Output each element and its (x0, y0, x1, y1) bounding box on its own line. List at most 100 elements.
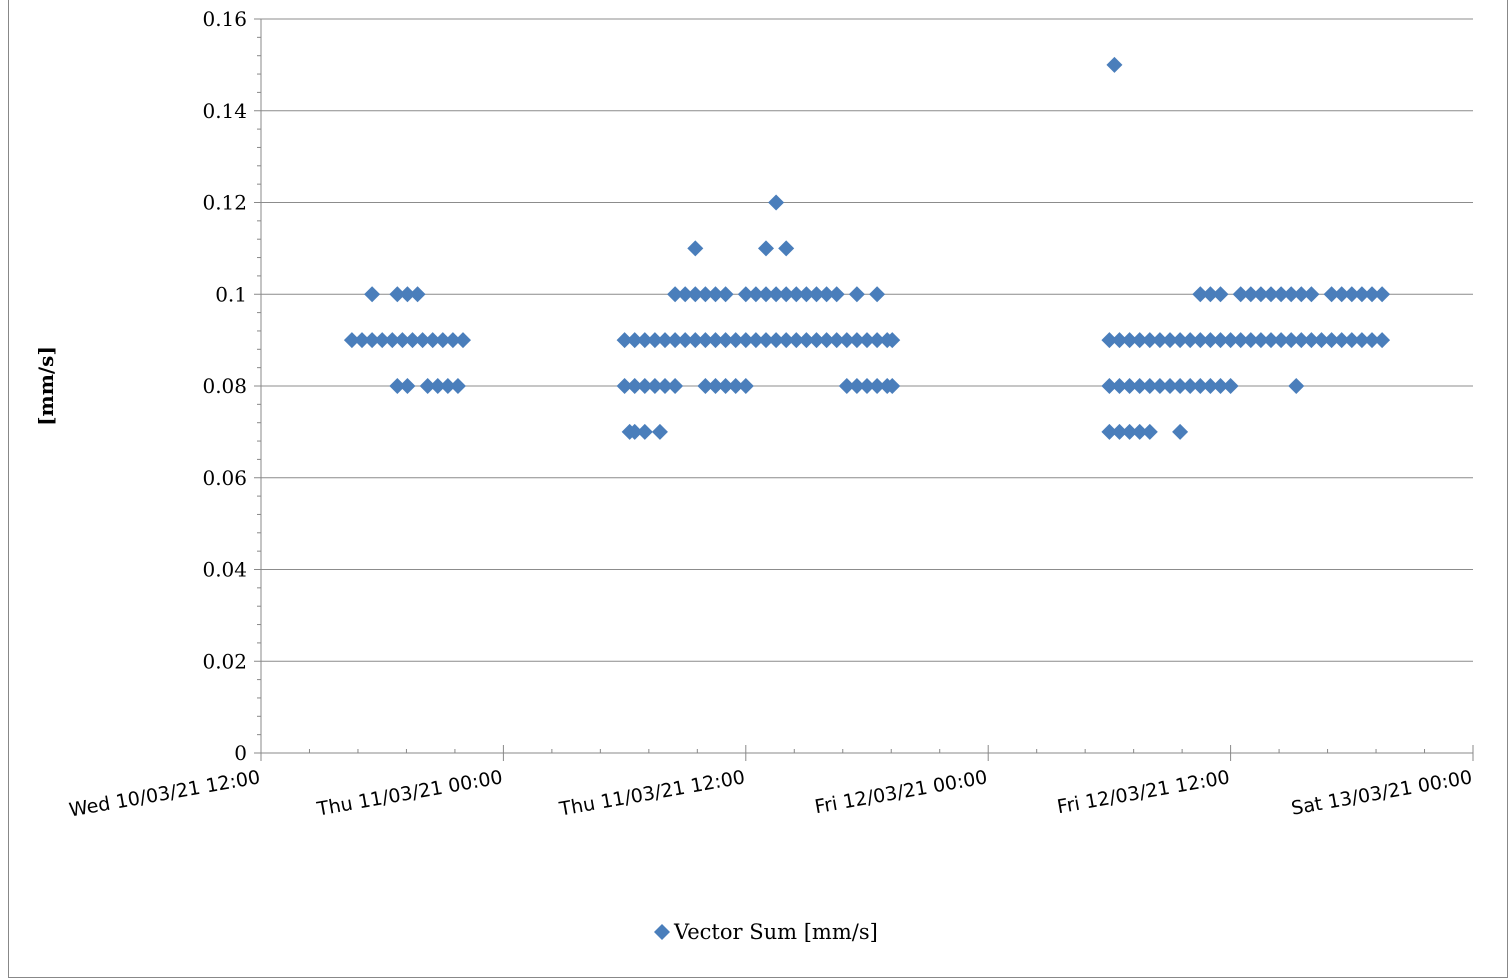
data-point (768, 194, 785, 211)
data-point (1333, 332, 1350, 349)
data-point (429, 378, 446, 394)
data-point (616, 332, 633, 349)
data-point (384, 332, 401, 349)
data-point (374, 332, 391, 349)
data-point (778, 286, 795, 303)
data-point (1303, 332, 1320, 349)
data-point (1263, 332, 1279, 349)
data-point (404, 332, 421, 349)
data-point (1364, 286, 1380, 303)
x-tick-label: Thu 11/03/21 12:00 (557, 766, 747, 820)
data-point (1303, 286, 1320, 303)
data-point (667, 378, 684, 394)
data-point (1283, 286, 1300, 303)
data-point (1121, 332, 1138, 349)
y-tick-label: 0 (234, 741, 247, 765)
data-point (737, 332, 754, 349)
data-points (343, 56, 1391, 440)
data-point (737, 378, 754, 394)
data-point (414, 332, 431, 349)
data-point (1343, 286, 1360, 303)
data-point (626, 332, 643, 349)
data-point (1101, 378, 1118, 394)
legend-marker (654, 924, 670, 940)
data-point (1222, 332, 1239, 349)
data-point (1172, 378, 1189, 394)
data-point (828, 286, 845, 303)
data-point (1364, 332, 1380, 349)
data-point (808, 286, 825, 303)
data-point (798, 332, 815, 349)
data-point (1323, 286, 1340, 303)
data-point (1162, 332, 1178, 349)
data-point (758, 332, 774, 349)
data-point (1293, 332, 1310, 349)
data-point (1222, 378, 1239, 394)
data-point (697, 378, 714, 394)
y-tick-label: 0.16 (202, 7, 247, 31)
data-point (667, 332, 684, 349)
data-point (697, 332, 714, 349)
data-point (389, 286, 406, 303)
data-point (1232, 286, 1249, 303)
scatter-chart: 0 0.02 0.04 0.06 0.08 0.1 0.12 0.14 0.16 Wed 10/… (34, 7, 1474, 944)
data-point (424, 332, 441, 349)
data-point (1192, 332, 1209, 349)
data-point (1182, 332, 1199, 349)
data-point (869, 378, 886, 394)
data-point (717, 378, 734, 394)
data-point (364, 286, 381, 303)
data-point (848, 378, 865, 394)
data-point (859, 378, 875, 394)
data-point (1343, 332, 1360, 349)
data-point (758, 240, 774, 257)
data-point (399, 286, 416, 303)
data-point (439, 378, 456, 394)
legend: Vector Sum [mm/s] (654, 920, 878, 944)
data-point (798, 286, 815, 303)
x-tick-label: Fri 12/03/21 12:00 (1055, 766, 1231, 818)
data-point (1106, 56, 1123, 73)
data-point (636, 423, 653, 440)
data-point (778, 240, 795, 257)
data-point (1172, 332, 1189, 349)
y-tick-label: 0.08 (202, 374, 247, 398)
y-tick-label: 0.04 (202, 558, 247, 582)
data-point (1353, 332, 1370, 349)
data-point (1242, 286, 1259, 303)
data-point (869, 332, 886, 349)
data-point (667, 286, 684, 303)
data-point (788, 286, 805, 303)
data-point (626, 378, 643, 394)
data-point (838, 378, 855, 394)
data-point (1202, 286, 1219, 303)
data-point (1111, 332, 1128, 349)
data-point (727, 332, 744, 349)
data-point (651, 423, 668, 440)
data-point (1273, 286, 1290, 303)
legend-label: Vector Sum [mm/s] (673, 920, 878, 944)
y-tick-label: 0.02 (202, 649, 247, 673)
data-point (758, 286, 774, 303)
y-axis: 0 0.02 0.04 0.06 0.08 0.1 0.12 0.14 0.16 (202, 7, 262, 765)
data-point (1101, 332, 1118, 349)
data-point (646, 378, 663, 394)
data-point (1192, 378, 1209, 394)
data-point (869, 286, 886, 303)
data-point (1111, 423, 1128, 440)
data-point (1353, 286, 1370, 303)
data-point (1212, 286, 1229, 303)
data-point (848, 286, 865, 303)
data-point (394, 332, 411, 349)
data-point (818, 286, 835, 303)
data-point (1131, 332, 1148, 349)
data-point (788, 332, 805, 349)
data-point (626, 423, 643, 440)
data-point (1374, 286, 1391, 303)
data-point (1141, 332, 1158, 349)
data-point (646, 332, 663, 349)
data-point (768, 286, 785, 303)
y-tick-label: 0.14 (202, 99, 247, 123)
data-point (707, 286, 724, 303)
data-point (657, 332, 673, 349)
